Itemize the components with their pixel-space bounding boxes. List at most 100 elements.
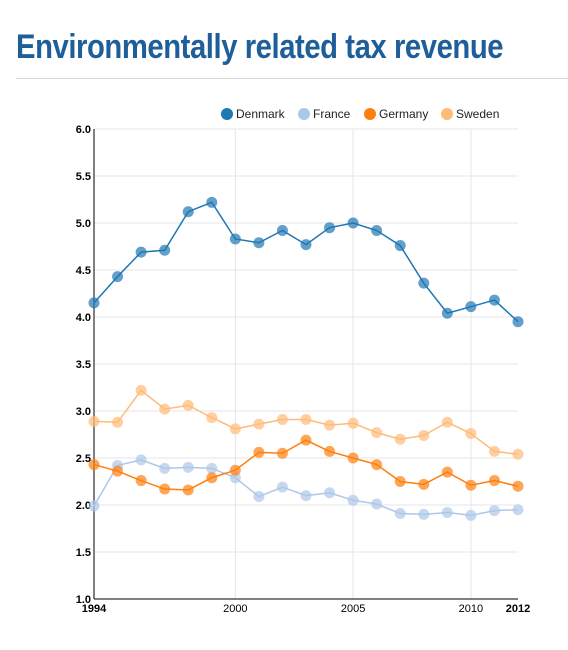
x-tick-labels: 1994 2000 2005 2010 2012 — [82, 603, 530, 615]
legend-label: Sweden — [456, 107, 499, 121]
legend-label: Denmark — [236, 107, 286, 121]
data-point-sweden — [253, 418, 265, 430]
data-point-sweden — [206, 412, 218, 424]
data-point-denmark — [88, 297, 100, 309]
y-tick-labels: 1.0 1.5 2.0 2.5 3.0 3.5 4.0 4.5 5.0 5.5 6.0 — [76, 124, 91, 606]
y-tick-label: 3.0 — [76, 406, 91, 418]
data-point-sweden — [394, 433, 406, 445]
data-point-sweden — [300, 413, 312, 425]
data-point-germany — [112, 465, 124, 477]
data-point-denmark — [135, 246, 147, 258]
legend: Denmark France Germany Sweden — [221, 107, 499, 121]
data-point-france — [465, 509, 477, 521]
legend-label: Germany — [379, 107, 428, 121]
data-point-denmark — [371, 225, 383, 237]
data-point-germany — [441, 466, 453, 478]
data-point-denmark — [206, 196, 218, 208]
x-tick-label: 1994 — [82, 603, 107, 615]
y-tick-label: 5.0 — [76, 218, 91, 230]
data-point-sweden — [135, 384, 147, 396]
legend-swatch — [298, 108, 310, 120]
data-point-germany — [182, 484, 194, 496]
data-point-denmark — [182, 206, 194, 218]
data-point-sweden — [159, 403, 171, 415]
y-tick-label: 6.0 — [76, 124, 91, 136]
data-point-germany — [135, 475, 147, 487]
data-point-sweden — [276, 413, 288, 425]
data-point-denmark — [159, 244, 171, 256]
data-point-germany — [347, 452, 359, 464]
data-point-denmark — [512, 316, 524, 328]
y-tick-label: 1.0 — [76, 594, 91, 606]
data-point-denmark — [418, 277, 430, 289]
data-point-germany — [465, 479, 477, 491]
series-line-denmark — [93, 201, 519, 323]
legend-swatch — [441, 108, 453, 120]
x-tick-label: 2000 — [223, 603, 247, 615]
data-point-germany — [324, 445, 336, 457]
data-point-germany — [300, 434, 312, 446]
y-tick-label: 4.5 — [76, 265, 91, 277]
data-point-denmark — [441, 307, 453, 319]
data-point-france — [206, 462, 218, 474]
legend-label: France — [313, 107, 351, 121]
data-point-france — [347, 494, 359, 506]
data-point-germany — [394, 476, 406, 487]
data-point-france — [159, 462, 171, 474]
series-denmark — [88, 196, 524, 328]
data-point-sweden — [465, 428, 477, 440]
x-tick-label: 2012 — [506, 603, 530, 615]
y-tick-label: 4.0 — [76, 312, 91, 324]
data-point-sweden — [324, 419, 336, 431]
data-point-germany — [206, 472, 218, 484]
x-tick-label: 2010 — [459, 603, 483, 615]
data-point-germany — [253, 446, 265, 458]
data-point-germany — [512, 480, 524, 492]
data-point-france — [324, 487, 336, 499]
axes — [93, 129, 518, 600]
data-point-sweden — [371, 427, 383, 439]
data-point-germany — [159, 483, 171, 495]
y-tick-label: 1.5 — [76, 547, 91, 559]
series-sweden — [88, 384, 524, 460]
data-point-france — [512, 504, 524, 516]
data-point-france — [418, 508, 430, 520]
data-point-france — [229, 472, 241, 484]
page-title: Environmentally related tax revenue — [16, 28, 504, 66]
data-point-france — [276, 481, 288, 493]
series-layer — [88, 196, 524, 521]
data-point-france — [441, 507, 453, 519]
data-point-sweden — [347, 417, 359, 429]
y-tick-label: 2.5 — [76, 453, 91, 465]
data-point-sweden — [512, 448, 524, 460]
data-point-france — [135, 454, 147, 466]
data-point-sweden — [182, 399, 194, 411]
legend-item-denmark: Denmark — [221, 107, 286, 121]
data-point-germany — [371, 459, 383, 471]
y-tick-label: 5.5 — [76, 171, 91, 183]
data-point-germany — [229, 464, 241, 476]
data-point-denmark — [112, 271, 124, 283]
legend-item-germany: Germany — [364, 107, 428, 121]
data-point-denmark — [324, 222, 336, 234]
data-point-france — [88, 500, 100, 512]
data-point-sweden — [488, 445, 500, 457]
series-germany — [88, 434, 524, 496]
series-line-france — [93, 459, 519, 517]
data-point-france — [371, 498, 383, 510]
data-point-france — [394, 507, 406, 519]
data-point-denmark — [300, 239, 312, 251]
legend-swatch — [364, 108, 376, 120]
data-point-germany — [88, 459, 100, 471]
data-point-sweden — [88, 415, 100, 427]
data-point-germany — [488, 475, 500, 487]
y-tick-label: 2.0 — [76, 500, 91, 512]
data-point-germany — [276, 447, 288, 459]
data-point-germany — [418, 478, 430, 490]
data-point-denmark — [465, 301, 477, 313]
data-point-sweden — [418, 429, 430, 441]
legend-item-sweden: Sweden — [441, 107, 499, 121]
x-tick-label: 2005 — [341, 603, 365, 615]
data-point-france — [488, 505, 500, 517]
data-point-sweden — [229, 423, 241, 435]
